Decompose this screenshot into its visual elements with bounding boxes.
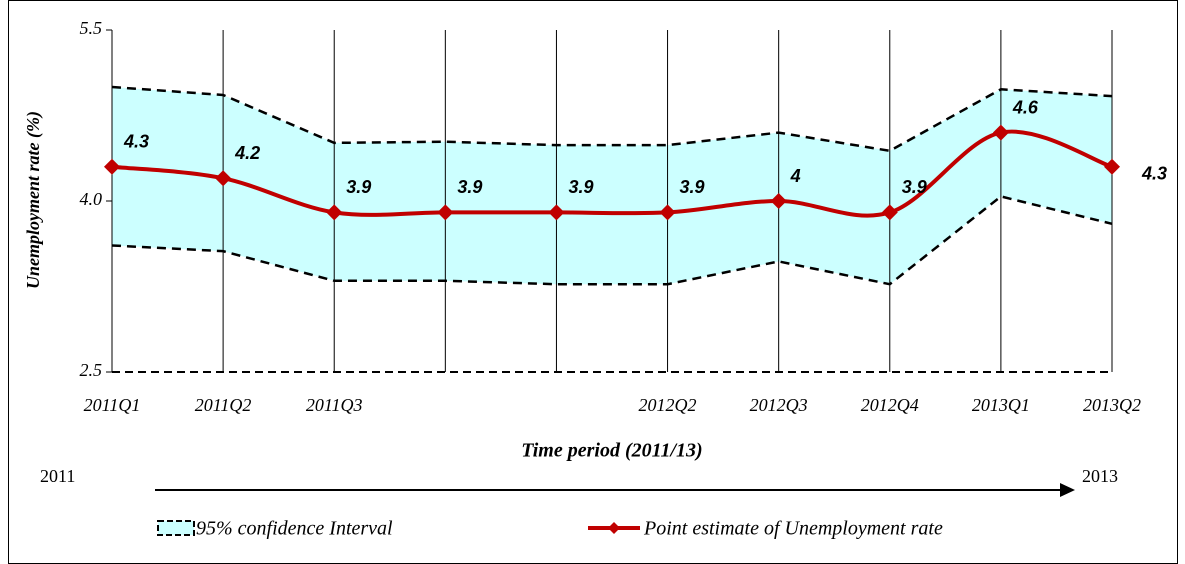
x-axis-title: Time period (2011/13) bbox=[521, 440, 702, 462]
y-tick-label: 4.0 bbox=[80, 189, 103, 209]
point-marker bbox=[548, 204, 565, 221]
legend-label: 95% confidence Interval bbox=[196, 518, 393, 540]
data-label: 4.3 bbox=[123, 132, 149, 152]
point-marker bbox=[659, 204, 676, 221]
point-marker bbox=[1104, 158, 1120, 175]
data-label: 4.2 bbox=[234, 143, 260, 163]
data-label: 3.9 bbox=[902, 177, 927, 197]
data-label: 3.9 bbox=[680, 177, 705, 197]
x-tick-label: 2011Q1 bbox=[84, 395, 141, 415]
point-marker bbox=[326, 204, 343, 221]
y-tick-label: 5.5 bbox=[80, 18, 103, 38]
y-axis-title: Unemployment rate (%) bbox=[23, 111, 44, 289]
series-line bbox=[111, 129, 1113, 218]
x-tick-label: 2013Q2 bbox=[1083, 395, 1141, 415]
point-marker bbox=[992, 124, 1009, 141]
timeline-arrowhead bbox=[1060, 483, 1075, 497]
confidence-band bbox=[112, 87, 1112, 285]
y-tick-label: 2.5 bbox=[80, 360, 103, 380]
data-label: 3.9 bbox=[457, 177, 482, 197]
legend-label: Point estimate of Unemployment rate bbox=[643, 518, 943, 540]
data-label: 4.6 bbox=[1012, 97, 1039, 117]
point-marker bbox=[215, 170, 232, 187]
x-tick-label: 2013Q1 bbox=[972, 395, 1030, 415]
timeline-end: 2013 bbox=[1082, 466, 1118, 486]
x-tick-label: 2011Q2 bbox=[195, 395, 252, 415]
legend-swatch-band bbox=[157, 520, 195, 536]
confidence-bound bbox=[111, 85, 1113, 153]
data-label: 4 bbox=[790, 166, 801, 186]
data-label: 3.9 bbox=[346, 177, 371, 197]
point-marker bbox=[881, 204, 898, 221]
timeline-start: 2011 bbox=[40, 466, 75, 486]
data-label: 3.9 bbox=[568, 177, 593, 197]
point-marker bbox=[437, 204, 454, 221]
x-tick-label: 2012Q4 bbox=[861, 395, 919, 415]
point-marker bbox=[770, 193, 787, 209]
x-tick-label: 2011Q3 bbox=[306, 395, 363, 415]
point-marker bbox=[104, 158, 120, 175]
data-label: 4.3 bbox=[1141, 164, 1167, 184]
x-tick-label: 2012Q2 bbox=[639, 395, 697, 415]
legend-swatch-marker bbox=[608, 522, 620, 534]
confidence-bound bbox=[111, 195, 1113, 286]
x-tick-label: 2012Q3 bbox=[750, 395, 808, 415]
